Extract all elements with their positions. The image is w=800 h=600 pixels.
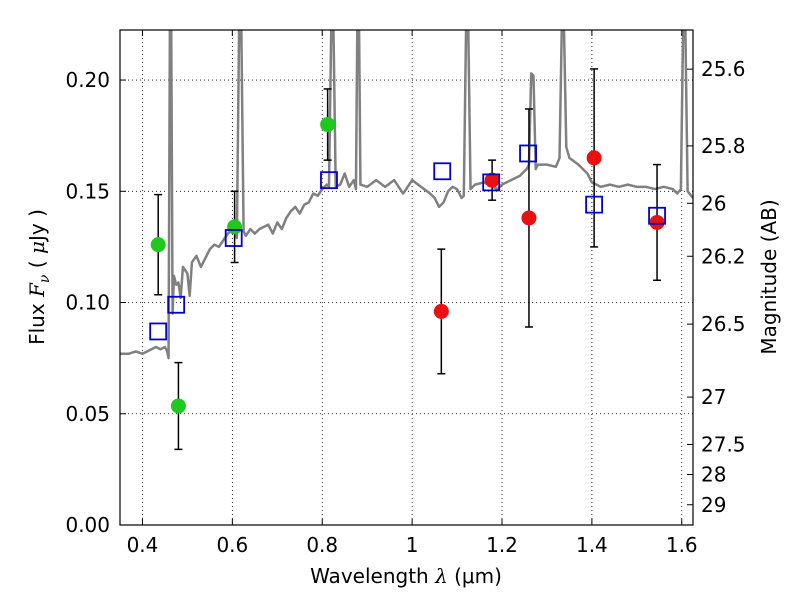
data-point-square: [519, 144, 537, 163]
plot-frame: [119, 29, 694, 526]
data-point-circle: [320, 117, 336, 133]
data-point-circle: [170, 398, 186, 414]
data-point-circle: [649, 214, 665, 230]
y2-tick-label: 25.8: [701, 134, 746, 158]
data-point-square: [149, 322, 168, 341]
x-tick-label: 1: [406, 533, 419, 557]
data-point-circle: [433, 303, 449, 319]
y-tick-label: 0.20: [65, 68, 110, 92]
y2-axis-label: Magnitude (AB): [757, 199, 781, 354]
data-point-square: [167, 295, 186, 314]
y2-tick-label: 26.5: [701, 312, 746, 336]
data-point-square: [433, 162, 452, 181]
model-spectrum: [120, 30, 693, 360]
y2-tick-label: 27.5: [701, 432, 746, 456]
y-tick-label: 0.05: [65, 402, 110, 426]
data-point-square: [482, 173, 501, 192]
y2-tick-label: 29: [701, 493, 726, 517]
y2-tick-label: 26.2: [701, 244, 746, 268]
y-axis-label: Flux Fν ( μJy ): [25, 209, 53, 345]
x-tick-label: 1.2: [486, 533, 518, 557]
data-point-square: [224, 229, 243, 247]
grid-lines: [120, 30, 693, 526]
y-tick-label: 0.10: [65, 291, 110, 315]
data-points: [149, 68, 666, 451]
model-spectrum-line: [120, 30, 693, 360]
x-tick-label: 0.8: [306, 533, 338, 557]
y2-tick-label: 26: [701, 191, 726, 215]
y2-tick-label: 25.6: [701, 57, 746, 81]
data-point-circle: [521, 210, 537, 226]
data-point-circle: [586, 150, 602, 166]
x-tick-label: 0.6: [216, 533, 248, 557]
data-point-circle: [150, 237, 166, 253]
y2-tick-label: 27: [701, 385, 726, 409]
data-point-circle: [484, 172, 500, 188]
data-point-square: [648, 206, 666, 225]
x-axis-label: Wavelength λ (μm): [310, 564, 502, 588]
x-tick-label: 0.4: [127, 533, 159, 557]
x-tick-label: 1.6: [666, 533, 698, 557]
y-tick-label: 0.00: [65, 513, 110, 537]
data-point-square: [320, 171, 338, 190]
x-tick-label: 1.4: [576, 533, 608, 557]
y-tick-label: 0.15: [65, 179, 110, 203]
data-point-square: [585, 195, 604, 214]
data-point-circle: [227, 219, 243, 235]
y2-tick-label: 28: [701, 462, 726, 486]
axis-ticks: 0.4 0.6 0.8 1 1.2 1.4 1.6 0.00 0.05 0.10 0.15 0.20 2…: [65, 30, 746, 557]
